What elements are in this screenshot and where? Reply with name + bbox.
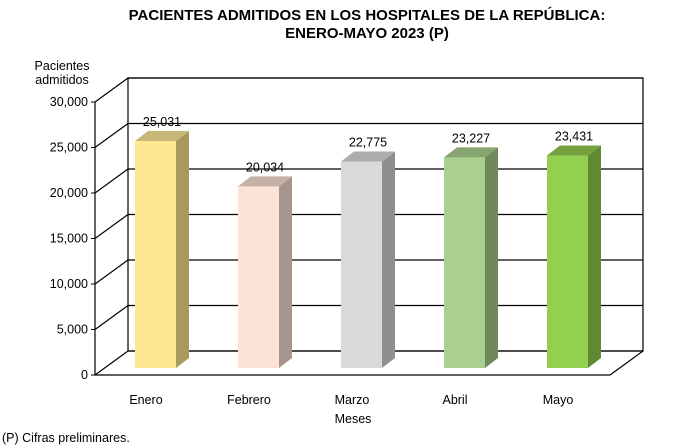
bar-side (588, 145, 601, 368)
bar-side (382, 151, 395, 368)
y-tick-label: 10,000 (50, 277, 88, 291)
y-axis-label-line2: admitidos (35, 73, 89, 87)
x-tick-label: Febrero (227, 393, 271, 407)
side-gridline (94, 305, 129, 330)
x-tick-label: Enero (129, 393, 162, 407)
bar-top (444, 147, 498, 158)
data-label: 23,227 (452, 131, 490, 145)
x-axis-label: Meses (335, 412, 372, 426)
bar-top (341, 151, 395, 162)
data-label: 23,431 (555, 130, 593, 144)
chart-title-line1: PACIENTES ADMITIDOS EN LOS HOSPITALES DE… (129, 6, 606, 24)
y-tick-label: 20,000 (50, 186, 88, 200)
bars (135, 131, 601, 368)
y-axis-label-line1: Pacientes (35, 59, 90, 73)
side-gridline (94, 350, 129, 376)
bar-top (238, 176, 292, 187)
bar-front (444, 157, 485, 368)
side-gridline (94, 214, 129, 239)
labels: 0 5,000 10,000 15,000 20,000 25,000 30,000 25,0… (50, 95, 593, 407)
data-label: 25,031 (143, 115, 181, 129)
bar-front (238, 186, 279, 368)
data-label: 20,034 (246, 160, 284, 174)
y-tick-label: 30,000 (50, 95, 88, 109)
footnote: (P) Cifras preliminares. (2, 431, 130, 445)
side-gridline (94, 123, 129, 148)
bar-top (547, 145, 601, 156)
y-tick-label: 25,000 (50, 141, 88, 155)
bar-side (485, 147, 498, 368)
side-gridline (94, 168, 129, 194)
x-tick-label: Marzo (335, 393, 370, 407)
side-gridline (94, 259, 129, 285)
bar-top (135, 131, 189, 142)
bar-front (135, 141, 176, 368)
x-tick-label: Mayo (543, 393, 574, 407)
y-tick-label: 0 (81, 368, 88, 382)
side-gridline (94, 77, 129, 103)
y-tick-label: 15,000 (50, 232, 88, 246)
chart-title-line2: ENERO-MAYO 2023 (P) (285, 25, 449, 42)
bar-side (279, 176, 292, 368)
x-tick-label: Abril (442, 393, 467, 407)
data-label: 22,775 (349, 136, 387, 150)
y-tick-label: 5,000 (57, 323, 88, 337)
bar-side (176, 131, 189, 368)
floor-edge (95, 350, 644, 376)
bar-front (341, 161, 382, 368)
bar-front (547, 155, 588, 368)
